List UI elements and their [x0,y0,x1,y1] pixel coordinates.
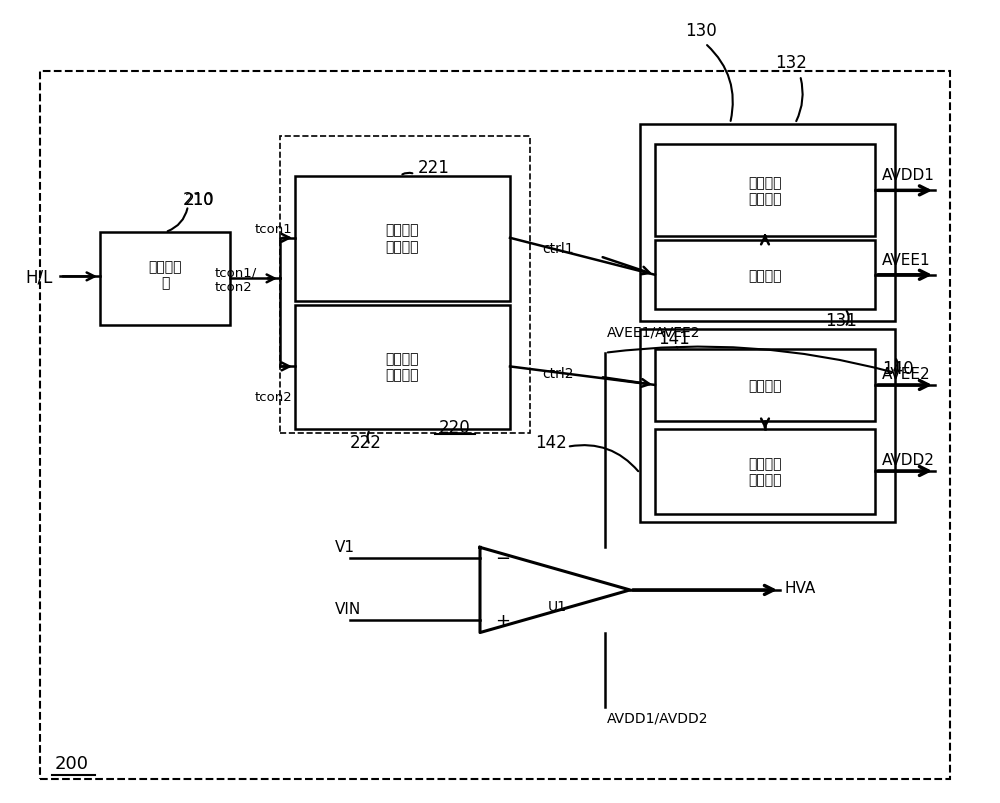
Text: 升压电路: 升压电路 [748,378,782,393]
Text: 140: 140 [882,360,914,377]
FancyBboxPatch shape [640,124,895,321]
Text: 221: 221 [418,159,450,177]
Text: 141: 141 [658,330,690,348]
FancyBboxPatch shape [40,72,950,779]
Text: H/L: H/L [25,268,52,286]
Text: V1: V1 [335,539,355,554]
Text: 200: 200 [55,755,89,772]
FancyBboxPatch shape [100,233,230,325]
Text: 时序控制
器: 时序控制 器 [148,259,182,290]
Text: tcon1/: tcon1/ [215,267,257,279]
Text: 132: 132 [775,55,807,72]
Text: 220: 220 [439,418,471,436]
Text: 第二电压
转换电路: 第二电压 转换电路 [748,456,782,487]
FancyBboxPatch shape [655,241,875,309]
FancyBboxPatch shape [295,305,510,430]
Text: AVDD1: AVDD1 [882,168,935,183]
FancyBboxPatch shape [295,177,510,301]
Text: 第四供电
控制单元: 第四供电 控制单元 [385,352,419,382]
FancyBboxPatch shape [640,329,895,522]
Text: 第一电压
转换电路: 第一电压 转换电路 [748,176,782,206]
FancyBboxPatch shape [280,137,530,434]
Text: VIN: VIN [335,601,361,616]
Text: 降压电路: 降压电路 [748,268,782,283]
Text: AVDD2: AVDD2 [882,452,935,467]
Text: U1: U1 [548,599,567,613]
FancyBboxPatch shape [655,430,875,514]
Text: HVA: HVA [785,581,816,595]
FancyBboxPatch shape [655,349,875,422]
Text: ctrl1: ctrl1 [542,242,574,256]
Text: 210: 210 [185,193,214,208]
Text: tcon2: tcon2 [254,391,292,404]
Text: 131: 131 [825,312,857,329]
Text: 222: 222 [350,434,382,451]
FancyBboxPatch shape [655,145,875,237]
Text: AVDD1/AVDD2: AVDD1/AVDD2 [607,711,708,724]
Text: 第三供电
控制单元: 第三供电 控制单元 [385,223,419,254]
Text: ctrl2: ctrl2 [542,366,574,381]
Text: AVEE1/AVEE2: AVEE1/AVEE2 [607,325,700,339]
Text: 210: 210 [183,191,215,209]
Text: 142: 142 [535,434,567,451]
Text: AVEE2: AVEE2 [882,366,931,381]
Text: +: + [495,611,510,629]
Text: tcon2: tcon2 [215,281,253,294]
Text: AVEE1: AVEE1 [882,252,931,267]
Text: tcon1: tcon1 [254,222,292,235]
Text: 130: 130 [685,22,717,40]
Text: −: − [495,549,510,567]
